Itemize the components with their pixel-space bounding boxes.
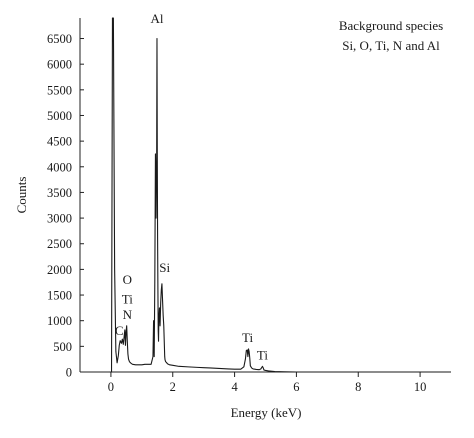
y-axis-title: Counts: [14, 177, 29, 214]
legend-note-line-2: Si, O, Ti, N and Al: [342, 38, 440, 53]
x-tick-label: 0: [108, 380, 114, 394]
y-tick-label: 1000: [47, 314, 72, 328]
peak-label: C: [115, 323, 124, 338]
peak-label: Al: [150, 11, 163, 26]
y-tick-label: 4500: [47, 135, 72, 149]
peak-label: Ti: [242, 330, 253, 345]
peak-label: Ti: [122, 291, 133, 306]
peak-label: N: [123, 307, 133, 322]
y-tick-label: 2500: [47, 237, 72, 251]
y-tick-label: 1500: [47, 289, 72, 303]
y-tick-label: 3500: [47, 186, 72, 200]
y-tick-label: 5500: [47, 83, 72, 97]
x-tick-label: 10: [414, 380, 427, 394]
y-tick-label: 0: [66, 366, 72, 380]
legend-note-line-1: Background species: [339, 18, 443, 33]
x-tick-label: 8: [355, 380, 361, 394]
y-tick-label: 6500: [47, 32, 72, 46]
y-tick-label: 3000: [47, 212, 72, 226]
x-tick-label: 6: [293, 380, 299, 394]
y-tick-label: 5000: [47, 109, 72, 123]
axes-layer: 0 500 1000 1500 2000 2500 3000 3500 4000 4500 5000…: [47, 18, 451, 394]
peak-label: Si: [159, 260, 170, 275]
peak-label: Ti: [257, 348, 268, 363]
y-tick-label: 500: [53, 340, 72, 354]
x-axis-title: Energy (keV): [231, 405, 302, 420]
x-tick-label: 2: [170, 380, 176, 394]
y-tick-label: 4000: [47, 160, 72, 174]
y-tick-label: 6000: [47, 58, 72, 72]
peak-label: O: [123, 272, 132, 287]
series-layer: [109, 17, 451, 373]
x-tick-label: 4: [231, 380, 238, 394]
spectrum-line: [109, 17, 451, 373]
y-tick-label: 2000: [47, 263, 72, 277]
